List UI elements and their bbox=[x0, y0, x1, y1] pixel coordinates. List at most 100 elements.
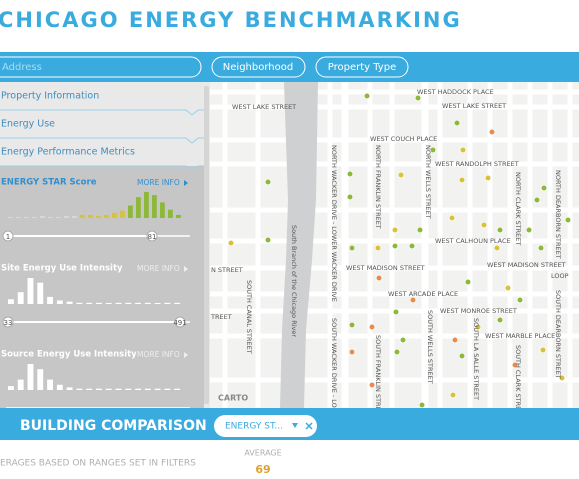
slider-handle[interactable] bbox=[174, 316, 186, 328]
more-info[interactable]: MORE INFO bbox=[137, 264, 180, 273]
histogram-bar bbox=[168, 209, 173, 218]
building-dot[interactable] bbox=[399, 336, 407, 344]
building-dot[interactable] bbox=[540, 184, 548, 192]
building-dot[interactable] bbox=[459, 146, 467, 154]
histogram-bar bbox=[76, 302, 83, 304]
building-dot[interactable] bbox=[397, 171, 405, 179]
building-dot[interactable] bbox=[368, 381, 376, 389]
building-dot[interactable] bbox=[453, 119, 461, 127]
building-dot[interactable] bbox=[429, 146, 437, 154]
building-dot[interactable] bbox=[368, 323, 376, 331]
histogram-bar bbox=[164, 388, 171, 390]
building-dot[interactable] bbox=[391, 226, 399, 234]
building-dot[interactable] bbox=[346, 193, 354, 201]
histogram-bar bbox=[105, 388, 112, 390]
building-dot[interactable] bbox=[516, 296, 524, 304]
street-label: NORTH WACKER DRIVE - LOWER WACKER DRIVE bbox=[330, 145, 338, 302]
building-dot[interactable] bbox=[458, 176, 466, 184]
more-info[interactable]: MORE INFO bbox=[137, 178, 180, 187]
map[interactable]: WEST HADDOCK PLACE WEST LAKE STREET WEST L… bbox=[210, 82, 579, 475]
metric-selector[interactable] bbox=[214, 415, 317, 437]
histogram-bar bbox=[96, 215, 101, 218]
more-info-arrow[interactable] bbox=[184, 266, 188, 272]
building-dot[interactable] bbox=[346, 170, 354, 178]
slider-handle[interactable] bbox=[146, 230, 158, 242]
map-attribution: CARTO bbox=[218, 394, 248, 403]
histogram-bar bbox=[174, 302, 181, 304]
building-dot[interactable] bbox=[451, 336, 459, 344]
average-label: AVERAGE bbox=[244, 449, 281, 458]
building-dot[interactable] bbox=[458, 352, 466, 360]
building-dot[interactable] bbox=[393, 348, 401, 356]
close-icon[interactable] bbox=[305, 422, 313, 430]
building-dot[interactable] bbox=[533, 196, 541, 204]
building-dot[interactable] bbox=[414, 94, 422, 102]
histogram-bar bbox=[174, 388, 181, 390]
histogram-bar bbox=[27, 278, 34, 304]
address-input[interactable] bbox=[0, 56, 202, 78]
histogram-bar bbox=[128, 205, 133, 218]
histogram-bar bbox=[72, 215, 77, 218]
building-dot[interactable] bbox=[375, 274, 383, 282]
building-dot[interactable] bbox=[537, 244, 545, 252]
building-dot[interactable] bbox=[448, 214, 456, 222]
histogram-bar bbox=[144, 192, 149, 218]
building-dot[interactable] bbox=[480, 221, 488, 229]
histogram-bar bbox=[160, 202, 165, 218]
building-dot[interactable] bbox=[474, 323, 482, 331]
property-type-button[interactable] bbox=[315, 56, 409, 78]
histogram-bar bbox=[115, 388, 122, 390]
building-dot[interactable] bbox=[408, 242, 416, 250]
building-dot[interactable] bbox=[564, 216, 572, 224]
histogram-bar bbox=[76, 388, 83, 390]
histogram-bar bbox=[86, 302, 93, 304]
metric-selector-label: ENERGY ST... bbox=[225, 422, 283, 432]
street-label: SOUTH DEARBORN STREET bbox=[554, 290, 562, 379]
building-dot[interactable] bbox=[392, 308, 400, 316]
more-info-arrow[interactable] bbox=[184, 352, 188, 358]
slider-max: 81 bbox=[148, 233, 157, 241]
building-dot[interactable] bbox=[539, 346, 547, 354]
building-dot[interactable] bbox=[348, 321, 356, 329]
building-dot[interactable] bbox=[348, 348, 356, 356]
building-dot[interactable] bbox=[484, 174, 492, 182]
slider-min: 33 bbox=[4, 319, 13, 327]
building-dot[interactable] bbox=[264, 236, 272, 244]
building-dot[interactable] bbox=[488, 128, 496, 136]
street-label: SOUTH FRANKLIN STREET bbox=[374, 335, 382, 419]
building-dot[interactable] bbox=[511, 361, 519, 369]
neighborhood-button[interactable] bbox=[211, 56, 306, 78]
building-dot[interactable] bbox=[227, 239, 235, 247]
histogram-bar bbox=[8, 386, 14, 390]
building-dot[interactable] bbox=[504, 284, 512, 292]
building-dot[interactable] bbox=[416, 226, 424, 234]
street-label: WEST MADISON STREET bbox=[487, 261, 566, 269]
building-dot[interactable] bbox=[418, 401, 426, 408]
building-dot[interactable] bbox=[449, 391, 457, 399]
building-dot[interactable] bbox=[264, 178, 272, 186]
histogram-bar bbox=[112, 212, 117, 218]
building-dot[interactable] bbox=[558, 374, 566, 382]
menu-item[interactable]: Property Information bbox=[1, 91, 99, 102]
building-dot[interactable] bbox=[409, 296, 417, 304]
building-dot[interactable] bbox=[525, 226, 533, 234]
building-dot[interactable] bbox=[493, 244, 501, 252]
street-label: SOUTH CLARK STREET bbox=[514, 345, 522, 418]
building-dot[interactable] bbox=[391, 242, 399, 250]
more-info[interactable]: MORE INFO bbox=[137, 350, 180, 359]
building-dot[interactable] bbox=[363, 92, 371, 100]
dropdown-icon[interactable] bbox=[292, 423, 298, 428]
street-label: WEST LAKE STREET bbox=[232, 103, 296, 111]
more-info-arrow[interactable] bbox=[184, 180, 188, 186]
slider-handle[interactable] bbox=[2, 316, 14, 328]
building-dot[interactable] bbox=[464, 278, 472, 286]
building-dot[interactable] bbox=[496, 316, 504, 324]
scrollbar[interactable] bbox=[204, 86, 209, 404]
menu-item[interactable]: Energy Use bbox=[1, 119, 55, 130]
building-dot[interactable] bbox=[348, 244, 356, 252]
building-dot[interactable] bbox=[374, 244, 382, 252]
slider-handle[interactable] bbox=[2, 230, 14, 242]
histogram-bar bbox=[164, 302, 171, 304]
building-dot[interactable] bbox=[496, 226, 504, 234]
menu-item[interactable]: Energy Performance Metrics bbox=[1, 147, 135, 158]
